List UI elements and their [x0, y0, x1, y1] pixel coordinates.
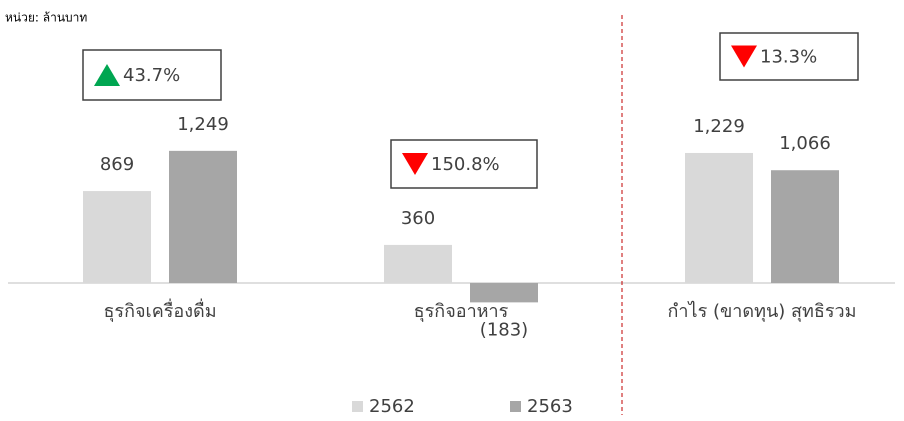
- bar: [169, 150, 237, 283]
- value-label: 360: [401, 208, 435, 229]
- legend-swatch: [510, 401, 521, 412]
- change-arrow: [94, 64, 120, 86]
- legend-swatch: [352, 401, 363, 412]
- bar: [771, 170, 839, 283]
- change-label: 150.8%: [431, 154, 500, 175]
- bar: [470, 283, 538, 303]
- bar: [384, 244, 452, 283]
- change-label: 13.3%: [760, 47, 817, 68]
- value-label: 1,249: [177, 114, 229, 135]
- value-label: (183): [480, 319, 528, 340]
- change-arrow: [402, 153, 428, 175]
- x-tick-label: กำไร (ขาดทุน) สุทธิรวม: [668, 300, 857, 322]
- legend-label: 2562: [369, 396, 415, 417]
- value-label: 1,066: [779, 133, 831, 154]
- x-tick-label: ธุรกิจเครื่องดื่ม: [103, 298, 216, 322]
- value-label: 869: [100, 154, 134, 175]
- bar: [685, 152, 753, 283]
- value-label: 1,229: [693, 116, 745, 137]
- unit-label: หน่วย: ล้านบาท: [5, 11, 87, 25]
- x-tick-label: ธุรกิจอาหาร: [414, 301, 509, 322]
- change-arrow: [731, 45, 757, 68]
- change-label: 43.7%: [123, 65, 180, 86]
- bar: [83, 191, 151, 283]
- legend-label: 2563: [527, 396, 573, 417]
